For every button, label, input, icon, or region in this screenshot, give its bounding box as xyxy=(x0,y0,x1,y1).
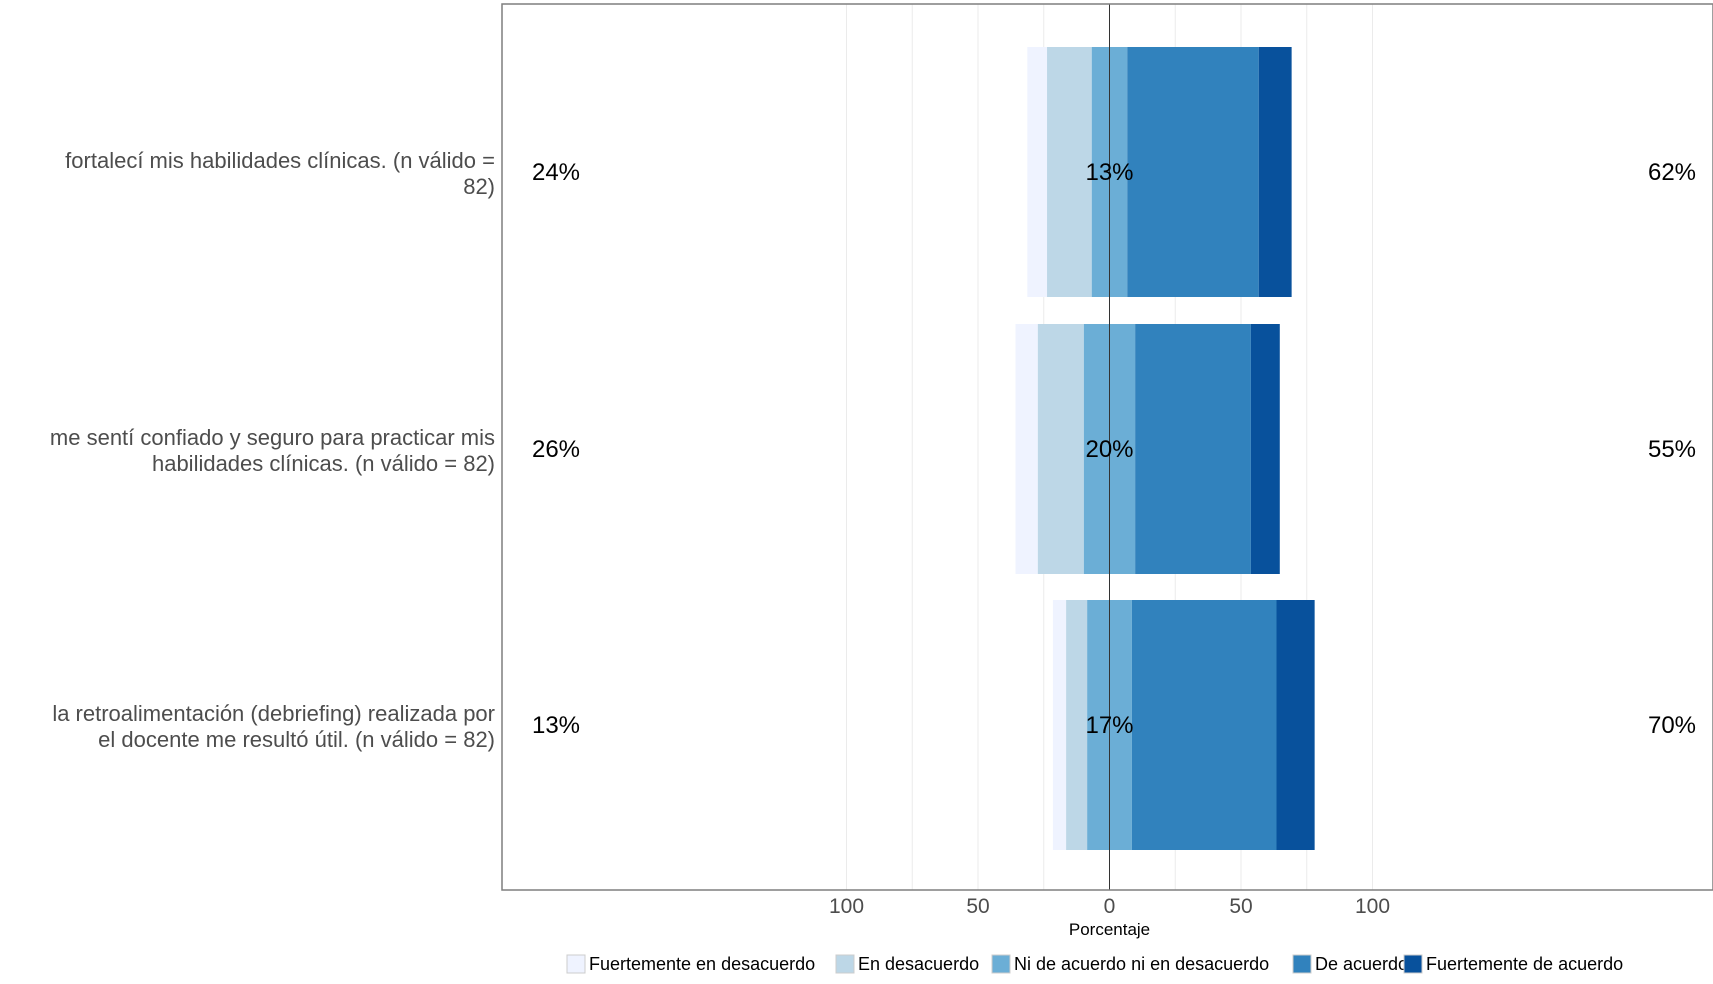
panel-border xyxy=(501,3,1713,891)
bar-segment xyxy=(1135,324,1251,574)
legend-label: En desacuerdo xyxy=(858,954,979,974)
bar-segment xyxy=(1127,47,1259,297)
bar-segment xyxy=(1131,600,1277,850)
bar-segment xyxy=(1027,47,1048,297)
right-percent-label: 62% xyxy=(1648,159,1696,186)
legend-label: Fuertemente de acuerdo xyxy=(1426,954,1623,974)
bar-segment xyxy=(1066,600,1088,850)
bar-segment xyxy=(1047,47,1092,297)
category-label: 82) xyxy=(463,174,495,199)
left-percent-label: 26% xyxy=(532,436,580,463)
category-label: fortalecí mis habilidades clínicas. (n v… xyxy=(65,148,495,173)
category-label: la retroalimentación (debriefing) realiz… xyxy=(52,701,495,726)
legend-label: Fuertemente en desacuerdo xyxy=(589,954,815,974)
legend-swatch xyxy=(566,954,586,974)
x-tick-label: 50 xyxy=(966,895,989,918)
left-percent-label: 13% xyxy=(532,712,580,739)
legend-label: De acuerdo xyxy=(1315,954,1408,974)
bar-segment xyxy=(1015,324,1038,574)
legend-swatch xyxy=(991,954,1011,974)
category-label: habilidades clínicas. (n válido = 82) xyxy=(152,451,495,476)
x-tick-label: 50 xyxy=(1229,895,1252,918)
category-label: el docente me resultó útil. (n válido = … xyxy=(98,727,495,752)
bar-segment xyxy=(1052,600,1067,850)
x-axis-title: Porcentaje xyxy=(1069,920,1150,939)
left-percent-label: 24% xyxy=(532,159,580,186)
legend-swatch xyxy=(1292,954,1312,974)
bar-segment xyxy=(1276,600,1315,850)
legend-label: Ni de acuerdo ni en desacuerdo xyxy=(1014,954,1269,974)
x-tick-label: 100 xyxy=(1355,895,1390,918)
bar-segment xyxy=(1250,324,1280,574)
center-percent-label: 13% xyxy=(1085,159,1133,186)
bar-segment xyxy=(1258,47,1292,297)
legend-swatch xyxy=(1403,954,1423,974)
legend-swatch xyxy=(835,954,855,974)
center-percent-label: 20% xyxy=(1085,436,1133,463)
right-percent-label: 70% xyxy=(1648,712,1696,739)
bar-segment xyxy=(1037,324,1084,574)
center-percent-label: 17% xyxy=(1085,712,1133,739)
x-tick-label: 100 xyxy=(829,895,864,918)
category-label: me sentí confiado y seguro para practica… xyxy=(50,425,495,450)
x-tick-label: 0 xyxy=(1104,895,1116,918)
right-percent-label: 55% xyxy=(1648,436,1696,463)
